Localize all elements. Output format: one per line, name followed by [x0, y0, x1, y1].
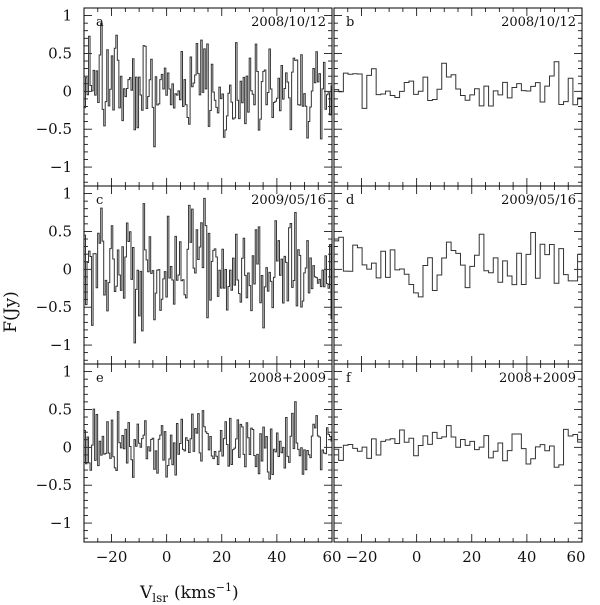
- y-tick-label: 0: [62, 82, 72, 100]
- y-tick-label: 0.5: [48, 400, 72, 418]
- y-axis-label: F(Jy): [1, 291, 21, 332]
- x-tick-label: 60: [322, 548, 341, 566]
- y-tick-label: −1: [50, 158, 72, 176]
- x-axis-label-sub: lsr: [152, 591, 168, 605]
- y-tick-label: 1: [62, 185, 72, 203]
- x-tick-label: −20: [96, 548, 128, 566]
- x-tick-label: 40: [267, 548, 286, 566]
- spectrum-line: [334, 425, 582, 468]
- y-tick-label: −0.5: [36, 120, 72, 138]
- x-axis-label: Vlsr (kms−1): [139, 581, 239, 605]
- panel-a: a 2008/10/12 1 0.5 0 −0.5 −1: [36, 7, 333, 187]
- panel-label: a: [96, 15, 104, 30]
- y-tick-label: −0.5: [36, 476, 72, 494]
- y-tick-label: 1: [62, 7, 72, 25]
- y-tick-label: −1: [50, 336, 72, 354]
- labels-layer: Vlsr (kms−1) F(Jy): [1, 291, 239, 605]
- panel-date: 2009/05/16: [251, 193, 326, 208]
- x-axis-label-main: V: [139, 583, 153, 603]
- x-axis-label-unit-exp: −1: [216, 581, 232, 594]
- panel-b: b 2008/10/12: [333, 7, 583, 187]
- panel-label: e: [96, 371, 104, 386]
- x-axis-label-unit-close: ): [232, 583, 239, 603]
- panel-frame: [83, 363, 333, 543]
- y-tick-label: −1: [50, 514, 72, 532]
- panels-layer: a 2008/10/12 1 0.5 0 −0.5 −1 b 2008/10/12 c 2009/0…: [36, 7, 586, 566]
- x-tick-label: −20: [346, 548, 378, 566]
- x-tick-label: 20: [462, 548, 481, 566]
- y-tick-label: 0: [62, 438, 72, 456]
- y-tick-label: 1: [62, 363, 72, 381]
- spectrum-line: [334, 232, 582, 298]
- y-tick-label: 0.5: [48, 44, 72, 62]
- panel-label: c: [96, 193, 103, 208]
- spectrum-line: [84, 401, 332, 480]
- spectrum-line: [84, 22, 332, 148]
- panel-d: d 2009/05/16: [333, 185, 583, 365]
- panel-label: b: [346, 15, 354, 30]
- panel-date: 2008/10/12: [501, 15, 576, 30]
- x-axis-label-unit-open: (kms: [174, 583, 216, 603]
- x-tick-label: 0: [412, 548, 422, 566]
- panel-c: c 2009/05/16 1 0.5 0 −0.5 −1: [36, 185, 333, 365]
- panel-label: d: [346, 193, 354, 208]
- panel-date: 2008+2009: [499, 371, 576, 386]
- panel-f: f 2008+2009 −20 0 20 40 60: [333, 363, 586, 566]
- y-tick-label: 0.5: [48, 222, 72, 240]
- x-tick-label: 20: [212, 548, 231, 566]
- x-tick-label: 60: [566, 548, 585, 566]
- spectrum-line: [84, 197, 332, 344]
- panel-date: 2008/10/12: [251, 15, 326, 30]
- panel-frame: [333, 185, 583, 365]
- y-tick-label: −0.5: [36, 298, 72, 316]
- y-tick-label: 0: [62, 260, 72, 278]
- panel-label: f: [346, 371, 352, 386]
- x-tick-label: 0: [162, 548, 172, 566]
- panel-date: 2009/05/16: [501, 193, 576, 208]
- x-tick-label: 40: [517, 548, 536, 566]
- panel-date: 2008+2009: [249, 371, 326, 386]
- spectrum-line: [334, 61, 582, 109]
- panel-e: e 2008+2009 1 0.5 0 −0.5 −1 −20 0 20 40 60: [36, 363, 342, 566]
